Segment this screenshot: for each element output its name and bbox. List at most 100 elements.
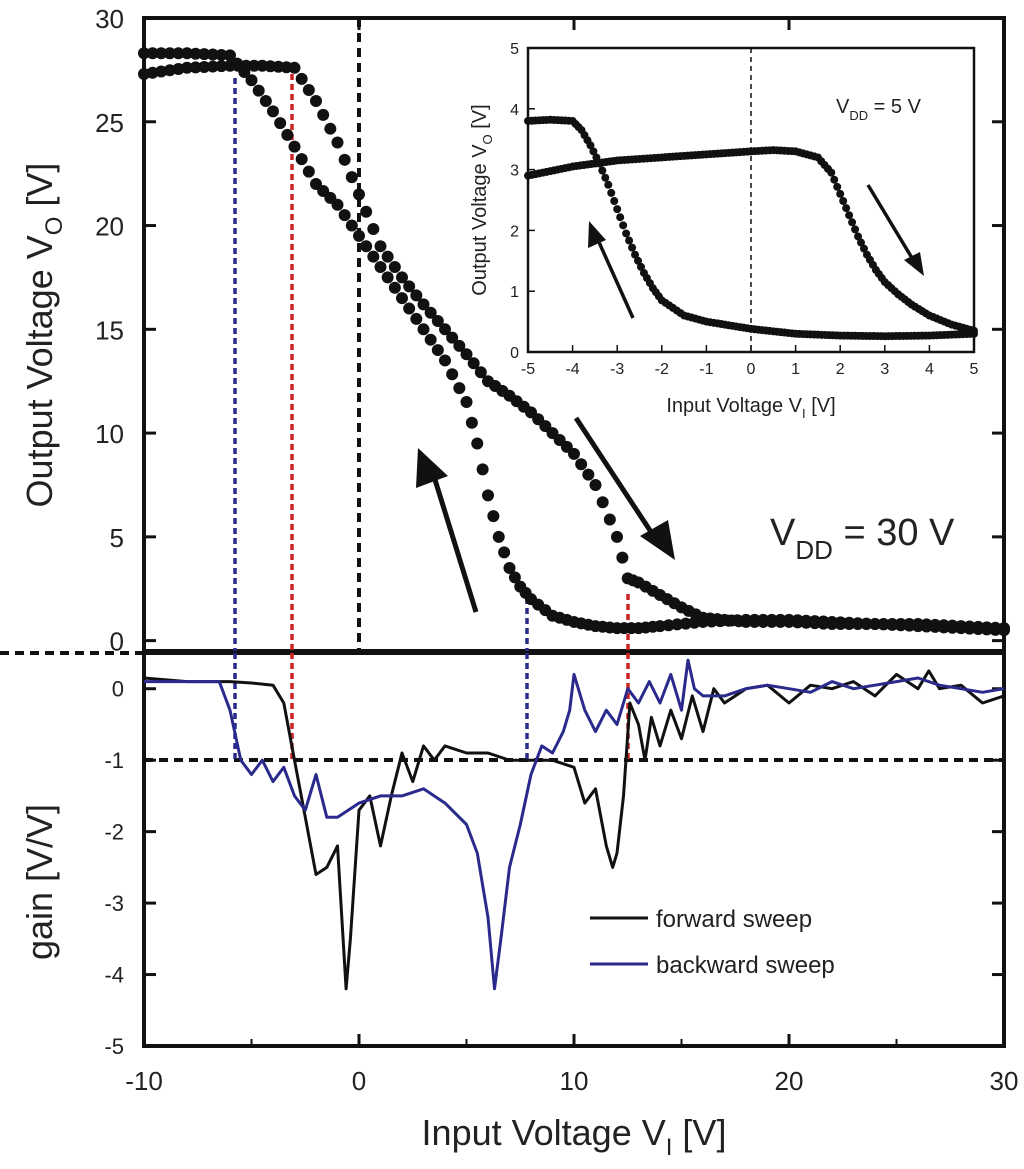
data-point	[431, 315, 444, 328]
x-tick-label: 20	[775, 1066, 804, 1096]
data-point	[671, 618, 684, 631]
legend: forward sweep backward sweep	[590, 906, 835, 979]
data-point	[295, 153, 308, 166]
data-point	[374, 240, 387, 253]
data-point	[338, 153, 351, 166]
inset-x-tick-label: -4	[565, 361, 579, 378]
data-point	[817, 615, 830, 628]
data-point	[331, 198, 344, 211]
bottom-y-tick-label: -3	[104, 891, 124, 916]
data-point	[410, 289, 423, 302]
top-y-tick-label: 0	[110, 627, 124, 657]
data-point	[482, 489, 494, 502]
inset-arrows	[588, 184, 924, 319]
data-point	[324, 122, 337, 135]
data-point	[417, 323, 430, 336]
data-point	[310, 95, 322, 108]
data-point	[388, 281, 401, 294]
data-point	[331, 136, 344, 149]
data-point	[912, 618, 924, 631]
data-point	[963, 620, 976, 633]
data-point	[595, 159, 604, 168]
data-point	[791, 614, 804, 627]
data-point	[224, 49, 236, 62]
inset-x-tick-label: 1	[791, 361, 800, 378]
data-point	[592, 153, 601, 162]
inset-arrow-up-head	[588, 221, 606, 248]
data-point	[267, 105, 279, 118]
inset-x-tick-label: -2	[655, 361, 669, 378]
data-point	[353, 188, 365, 201]
data-point	[189, 47, 202, 60]
top-y-tick-label: 20	[95, 212, 124, 242]
data-point	[374, 261, 387, 274]
data-point	[836, 189, 845, 198]
data-point	[603, 513, 616, 526]
data-point	[345, 171, 358, 184]
data-point	[295, 72, 308, 85]
x-tick-label: 30	[990, 1066, 1019, 1096]
data-point	[619, 221, 628, 230]
data-point	[582, 468, 595, 481]
data-point	[731, 614, 744, 627]
data-point	[970, 329, 978, 338]
backward-sweep-line	[144, 658, 1005, 991]
top-y-tick-label: 10	[95, 419, 124, 449]
data-point	[851, 225, 860, 234]
data-point	[238, 65, 251, 78]
bottom-y-tick-label: -5	[104, 1034, 124, 1059]
data-point	[439, 354, 451, 367]
data-point	[783, 613, 795, 626]
data-point	[722, 614, 735, 627]
data-point	[424, 306, 437, 319]
data-point	[903, 618, 916, 631]
inset-y-axis-label: Output Voltage VO [V]	[469, 104, 495, 295]
inset-series-2	[524, 115, 978, 341]
data-point	[830, 175, 839, 184]
data-point	[636, 262, 645, 271]
inset-x-tick-label: 2	[836, 361, 845, 378]
vdd-30-annotation: VDD = 30 V	[770, 512, 955, 565]
data-point	[431, 344, 444, 357]
inset-arrow-up	[596, 239, 635, 319]
data-point	[460, 348, 473, 361]
data-point	[460, 395, 473, 408]
data-point	[381, 271, 394, 284]
bottom-ticks: 0 -1 -2 -3 -4 -5-10 0 10 20 30	[104, 677, 1018, 1096]
data-point	[163, 47, 176, 60]
data-point	[972, 620, 985, 633]
data-point	[596, 496, 609, 509]
data-point	[622, 229, 631, 238]
inset-panel: -5 -4 -3 -2 -1 0 1 2 3 4 5 0 1 2 3 4 5 VDD = 5 V Input V…	[469, 41, 979, 421]
data-point	[920, 618, 933, 631]
data-point	[851, 617, 864, 630]
legend-label-backward: backward sweep	[656, 952, 835, 979]
data-point	[503, 561, 516, 574]
data-point	[634, 256, 643, 265]
data-point	[654, 620, 666, 633]
data-point	[808, 615, 821, 628]
data-point	[616, 213, 625, 222]
x-tick-label: -10	[125, 1066, 163, 1096]
data-point	[492, 530, 505, 543]
data-point	[740, 613, 752, 626]
data-point	[274, 117, 287, 130]
data-point	[697, 615, 709, 628]
x-axis-label: Input Voltage VI [V]	[422, 1112, 727, 1161]
data-point	[705, 615, 718, 628]
data-point	[245, 74, 258, 87]
data-point	[568, 447, 580, 460]
inset-x-tick-label: -5	[521, 361, 535, 378]
data-point	[610, 197, 619, 206]
bottom-panel: 0 -1 -2 -3 -4 -5-10 0 10 20 30 forward sweep back…	[19, 651, 1018, 1161]
arrow-up-left	[429, 469, 479, 613]
data-point	[288, 140, 301, 153]
data-point	[894, 618, 907, 631]
inset-y-tick-label: 3	[510, 163, 519, 180]
inset-arrow-down-head	[904, 252, 924, 276]
data-point	[360, 205, 373, 218]
inset-ticks: -5 -4 -3 -2 -1 0 1 2 3 4 5 0 1 2 3 4 5	[510, 41, 978, 378]
data-point	[877, 618, 890, 631]
